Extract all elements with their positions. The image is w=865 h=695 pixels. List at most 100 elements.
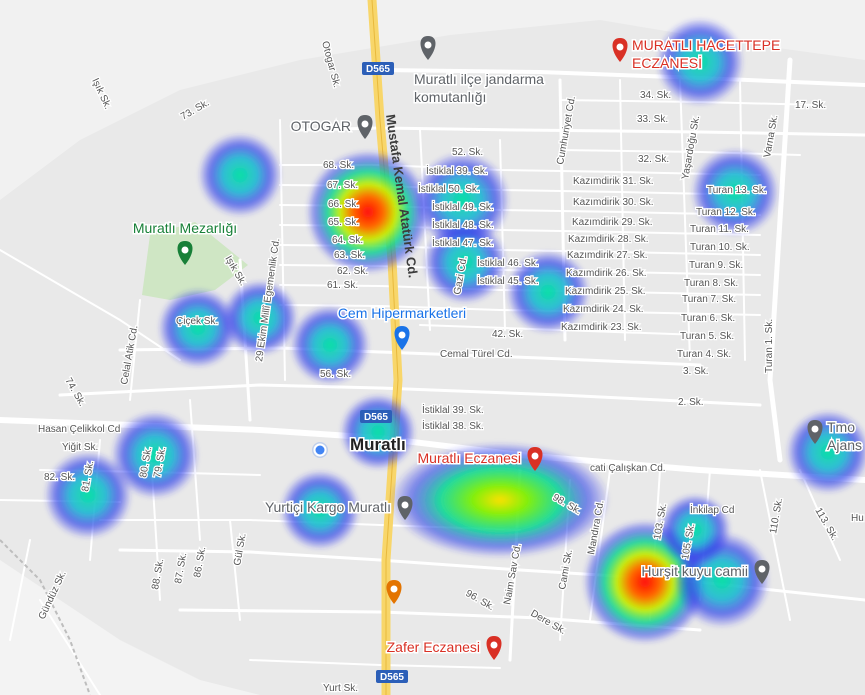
place-icon-glyph (424, 41, 432, 49)
street-label: Kazımdirik 31. Sk. (573, 176, 654, 187)
poi-label[interactable]: MURATLI HACETTEPE (631, 36, 782, 55)
street-label: İstiklal 47. Sk. (432, 236, 494, 249)
street-label: Kazımdirik 23. Sk. (561, 322, 642, 333)
street-labels: Otogar Sk.Işık Sk. 73. Sk.68. Sk.67. Sk.6… (35, 39, 865, 695)
heat-hotspot (306, 150, 430, 274)
poi-label[interactable]: ECZANESİ (631, 53, 704, 73)
street-label: Çiçek Sk. (176, 316, 218, 327)
street-label: İstiklal 39. Sk. (422, 403, 484, 416)
street-label: Turan 13. Sk. (707, 185, 767, 196)
heat-hotspot (786, 410, 865, 494)
street-label: 62. Sk. (337, 266, 368, 277)
street-label: 61. Sk. (327, 280, 358, 291)
heat-hotspot (158, 288, 238, 368)
street-label: 3. Sk. (683, 366, 709, 377)
street-label: 33. Sk. (637, 114, 668, 125)
heat-hotspot (423, 220, 507, 304)
street-label: Turan 12. Sk. (696, 207, 756, 218)
cafe-icon-glyph (390, 585, 398, 593)
heat-hotspot (44, 451, 132, 539)
street-label: 2. Sk. (678, 397, 704, 408)
heat-hotspot (659, 494, 731, 566)
street-label: Hu (851, 513, 864, 524)
poi-label[interactable]: Zafer Eczanesi (385, 638, 481, 657)
street-label: 56. Sk. (320, 369, 351, 380)
railway (0, 539, 91, 695)
poi-mezarlik[interactable]: Muratlı Mezarlığı (131, 219, 239, 265)
street-label: Yurt Sk. (323, 683, 358, 694)
street-label: Kazımdirik 29. Sk. (572, 217, 653, 228)
heat-hotspot (414, 152, 510, 248)
mosque-icon-glyph (758, 565, 766, 573)
poi-label[interactable]: OTOGAR (289, 117, 352, 136)
poi-label[interactable]: Cem Hipermarketleri (336, 304, 467, 323)
poi-cem[interactable]: Cem Hipermarketleri (336, 304, 468, 350)
poi-label[interactable]: Muratlı ilçe jandarma (413, 70, 546, 89)
street-label: İstiklal 48. Sk. (432, 218, 494, 231)
heat-hotspot (198, 133, 282, 217)
highway-shield: D565 (362, 62, 394, 75)
street-label: Turan 9. Sk. (689, 260, 743, 271)
poi-otogar[interactable]: OTOGAR (289, 115, 373, 139)
place-icon-glyph (811, 425, 819, 433)
poi-label[interactable]: Ajans (826, 436, 864, 455)
heat-hotspot (340, 394, 416, 470)
street-label: Turan 7. Sk. (682, 294, 736, 305)
street-label: İstiklal 38. Sk. (422, 419, 484, 432)
street-label: Turan 6. Sk. (681, 313, 735, 324)
pharmacy-icon-glyph (616, 43, 624, 51)
heat-hotspot (390, 442, 610, 558)
street-label: Kazımdirik 24. Sk. (563, 304, 644, 315)
pharmacy-icon-glyph (490, 641, 498, 649)
street-label: 42. Sk. (492, 329, 523, 340)
heatmap-layer (44, 18, 865, 644)
town-label[interactable]: Muratlı (349, 434, 408, 456)
poi-label[interactable]: Tmo (826, 418, 857, 437)
street-label: 82. Sk. (44, 472, 75, 483)
street-label: Turan 10. Sk. (690, 242, 750, 253)
street-label: 34. Sk. (640, 90, 671, 101)
street-label: İstiklal 50. Sk. (418, 182, 480, 195)
poi-muratli_eczanesi[interactable]: Muratlı Eczanesi (416, 447, 543, 471)
street-label: 52. Sk. (452, 147, 483, 158)
street-label: Kazımdirik 28. Sk. (568, 234, 649, 245)
heat-hotspot (290, 305, 370, 385)
poi-label[interactable]: Muratlı Mezarlığı (131, 219, 238, 238)
street-label: 17. Sk. (795, 100, 826, 111)
place-icon-glyph (361, 120, 369, 128)
cemetery-area (142, 222, 248, 300)
highway-shield: D565 (376, 670, 408, 683)
street-label: Cemal Türel Cd. (440, 349, 513, 360)
highway-shield: D565 (360, 410, 392, 423)
poi-label[interactable]: Muratlı Eczanesi (416, 449, 522, 468)
current-location-marker[interactable] (312, 442, 328, 458)
place-icon-glyph (401, 501, 409, 509)
street-label: 63. Sk. (334, 250, 365, 261)
street-label: Turan 5. Sk. (680, 331, 734, 342)
heat-hotspot (691, 148, 779, 236)
poi-label[interactable]: Hurşit kuyu camii (640, 562, 750, 581)
street-label: Turan 11. Sk. (690, 224, 749, 235)
street-label: İstiklal 39. Sk. (426, 164, 488, 177)
pharmacy-icon-glyph (531, 452, 539, 460)
poi-cafe[interactable] (386, 580, 402, 604)
street-label: Turan 8. Sk. (684, 278, 738, 289)
shopping-icon-glyph (398, 331, 406, 339)
heat-hotspot (222, 280, 298, 356)
street-label: Hasan Çelikkol Cd (38, 424, 120, 435)
poi-hursit[interactable]: Hurşit kuyu camii (640, 560, 770, 584)
street-label: İnkilap Cd (690, 503, 734, 516)
poi-zafer[interactable]: Zafer Eczanesi (385, 636, 502, 660)
street-label: 68. Sk. (323, 160, 354, 171)
street-label: cati Çalışkan Cd. (590, 463, 666, 474)
poi-yurtici[interactable]: Yurtiçi Kargo Muratlı (263, 496, 413, 520)
poi-label[interactable]: Yurtiçi Kargo Muratlı (263, 498, 392, 517)
street-label: Kazımdirik 30. Sk. (573, 197, 654, 208)
poi-label[interactable]: komutanlığı (413, 88, 488, 107)
street-label: 66. Sk. (328, 199, 359, 210)
